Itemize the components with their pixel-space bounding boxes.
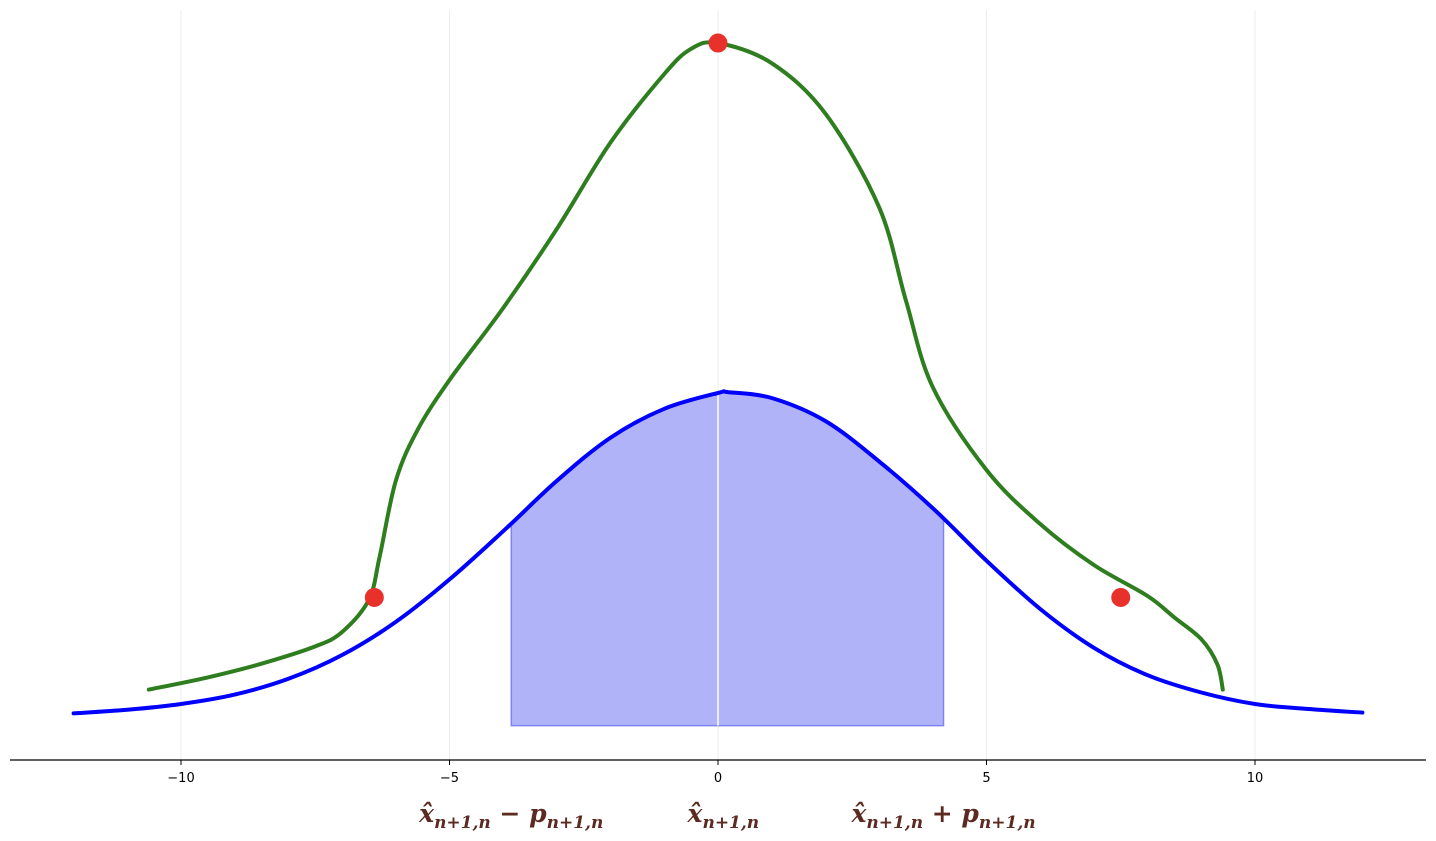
x-tick-label: −10 (167, 771, 194, 786)
shaded-area (510, 390, 945, 727)
annotation-suffix-subscript: n+1,n (979, 813, 1036, 833)
x-tick-label: 5 (982, 771, 990, 786)
highlight-point (708, 33, 728, 53)
annotation-base: x̂ (418, 799, 435, 828)
shaded-interval (510, 390, 945, 727)
annotation-label: x̂n+1,n + pn+1,n (850, 799, 1035, 833)
annotation-suffix: + p (923, 799, 979, 828)
annotation-label: x̂n+1,n − pn+1,n (418, 799, 603, 833)
blue-density-curve (71, 389, 1365, 716)
annotation-suffix-subscript: n+1,n (547, 813, 604, 833)
x-tick-label: 0 (714, 771, 722, 786)
annotation-subscript: n+1,n (866, 813, 923, 833)
annotation-subscript: n+1,n (434, 813, 491, 833)
annotation-subscript: n+1,n (702, 813, 759, 833)
highlight-point (1111, 587, 1131, 607)
x-axis-ticks: −10 −5 0 5 10 (167, 760, 1263, 786)
x-tick-label: 10 (1247, 771, 1264, 786)
gridlines (180, 10, 1256, 760)
annotation-base: x̂ (687, 799, 704, 828)
x-annotations: x̂n+1,n − pn+1,n x̂n+1,n x̂n+1,n + pn+1,n (418, 799, 1035, 833)
annotation-label: x̂n+1,n (687, 799, 760, 833)
highlight-points (364, 33, 1131, 607)
annotation-suffix: − p (491, 799, 547, 828)
highlight-point (364, 587, 384, 607)
annotation-base: x̂ (850, 799, 867, 828)
x-tick-label: −5 (440, 771, 459, 786)
